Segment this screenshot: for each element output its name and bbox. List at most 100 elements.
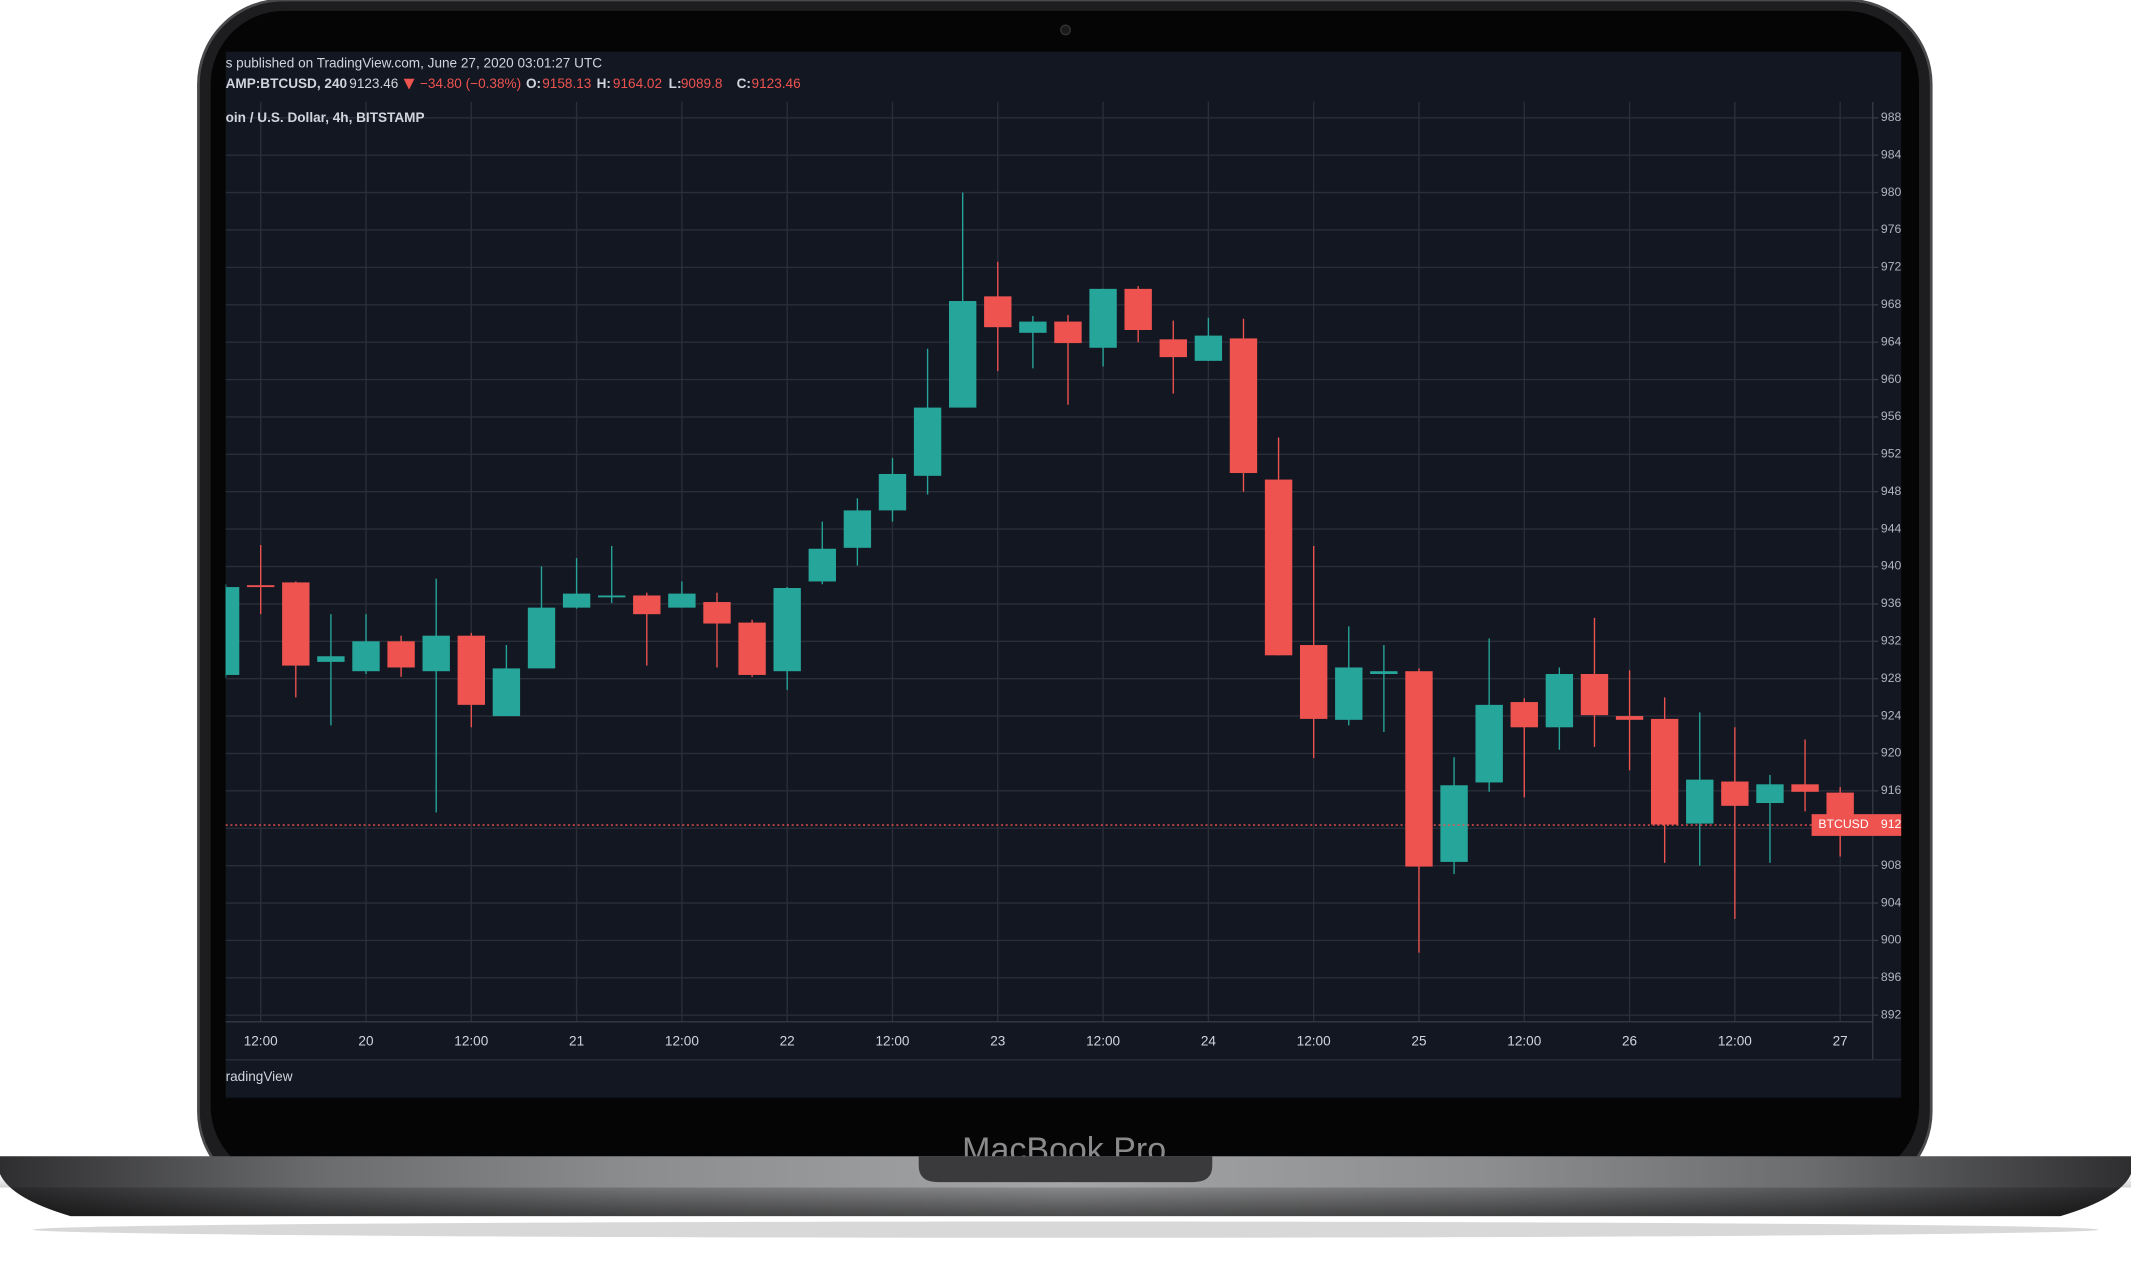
watermark: radingView [226,1069,293,1084]
base-shade [0,1173,2131,1217]
candle-body [1299,645,1328,719]
y-tick-label: 9800 [1881,185,1908,199]
y-tick-label: 9520 [1881,447,1908,461]
candle-body [1545,674,1574,728]
published-note: s published on TradingView.com, June 27,… [226,55,603,70]
price-tag-name: BTCUSD [1818,817,1868,831]
plot-area [225,192,1873,953]
candle-body [808,548,836,582]
x-tick-label: 26 [1622,1034,1637,1049]
y-tick-label: 9760 [1881,222,1908,236]
candle-body [457,635,485,705]
candle-body [562,593,591,608]
candle-body [1229,338,1258,474]
candle-body [1756,784,1784,804]
x-tick-label: 12:00 [244,1034,278,1049]
y-tick-label: 9480 [1881,484,1908,498]
y-tick-label: 9680 [1881,297,1908,311]
shadow [32,1221,2099,1238]
candle-body [317,656,345,662]
candle-body [1475,704,1503,783]
price-change: −34.80 (−0.38%) [420,76,521,91]
price-tag-value: 9123.46 [1881,817,1925,831]
candle-body [948,301,977,408]
x-tick-label: 12:00 [1718,1034,1752,1049]
candle-body [225,587,240,675]
candle-body [247,585,275,588]
x-tick-label: 12:00 [454,1034,488,1049]
candle-body [1650,718,1679,825]
candle-body [282,582,310,666]
candle-body [1370,671,1398,675]
candle-body [1510,702,1538,728]
y-tick-label: 9640 [1881,334,1908,348]
high-value: 9164.02 [613,76,662,91]
y-tick-label: 9560 [1881,409,1908,423]
x-tick-label: 12:00 [1086,1034,1120,1049]
y-tick-label: 9720 [1881,260,1908,274]
candle-body [913,407,942,476]
x-tick-label: 12:00 [1297,1034,1331,1049]
x-tick-label: 20 [358,1034,374,1049]
candle-body [633,595,661,615]
ohlc-label: C: [737,76,751,91]
x-tick-label: 12:00 [665,1034,699,1049]
candle-body [1791,784,1819,792]
candle-body [1686,779,1714,824]
candle-body [738,622,766,675]
low-value: 9089.8 [681,76,723,91]
x-tick-label: 12:00 [1507,1034,1541,1049]
camera [1060,24,1071,36]
y-tick-label: 9320 [1881,634,1908,648]
candle-body [598,595,626,598]
candle-body [1580,674,1609,716]
candle-body [492,668,521,717]
ohlc-label: O: [526,76,541,91]
y-tick-label: 9240 [1881,708,1908,722]
base-notch [918,1156,1213,1183]
price-tag [1811,814,1902,836]
last-price: 9123.46 [349,76,398,91]
y-tick-label: 9200 [1881,746,1908,760]
down-arrow [403,78,415,90]
candle-body [1054,321,1082,344]
candle-body [1264,479,1293,656]
candle-body [1440,785,1468,862]
x-tick-label: 12:00 [875,1034,909,1049]
candle-body [1335,667,1363,720]
x-tick-label: 25 [1411,1034,1426,1049]
y-tick-label: 9840 [1881,147,1908,161]
y-tick-label: 9160 [1881,783,1908,797]
candle-body [352,641,380,672]
candle-body [703,602,731,624]
y-tick-label: 9080 [1881,858,1908,872]
y-tick-label: 9440 [1881,521,1908,535]
candle-body [878,473,907,511]
candle-body [1124,288,1152,331]
candle-body [1019,321,1047,333]
y-tick-label: 9280 [1881,671,1908,685]
ohlc-label: L: [669,76,682,91]
ohlc-label: H: [597,76,611,91]
y-tick-label: 9000 [1881,933,1908,947]
candle-body [527,607,556,669]
candle-body [1194,335,1223,361]
axis-labels: 8920896090009040908091209160920092409280… [244,110,1925,1049]
y-tick-label: 8920 [1881,1007,1908,1021]
candle-body [1615,716,1644,720]
candle-body [422,635,450,672]
y-tick-label: 9360 [1881,596,1908,610]
candle-body [843,510,872,548]
chart-background [225,51,1902,1098]
candle-body [1721,781,1749,806]
y-tick-label: 9040 [1881,895,1908,909]
candle-body [668,593,696,608]
x-tick-label: 23 [990,1034,1005,1049]
y-tick-label: 9600 [1881,372,1908,386]
candle-body [984,296,1012,328]
candle-body [1089,288,1117,348]
x-tick-label: 24 [1201,1034,1217,1049]
candle-body [1405,671,1433,867]
